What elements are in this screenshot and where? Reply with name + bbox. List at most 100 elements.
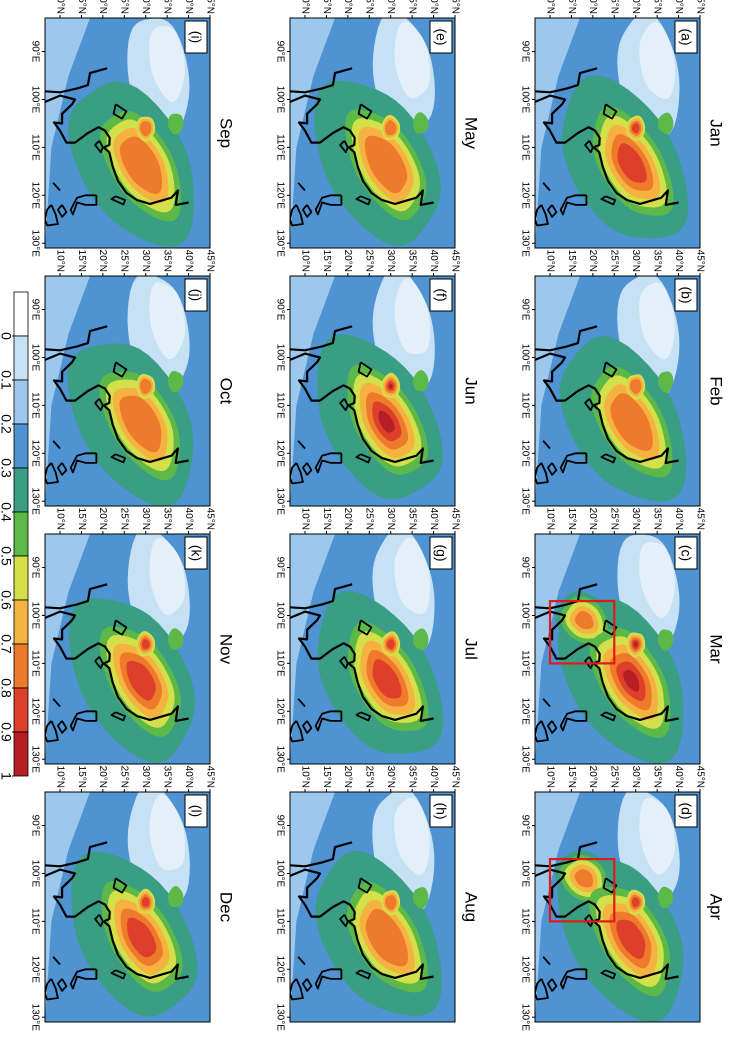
lat-tick-label: 40°N (428, 250, 439, 272)
coastline (535, 720, 549, 743)
lat-tick-label: 15°N (76, 250, 87, 272)
field-hotspot (385, 895, 397, 911)
lon-tick-label: 120°E (29, 698, 40, 726)
field-ocean (535, 534, 580, 764)
lon-tick-label: 100°E (29, 86, 40, 114)
coastline (45, 204, 59, 227)
month-title: Apr (707, 894, 726, 921)
coastline (290, 67, 353, 94)
lat-tick-label: 35°N (652, 508, 663, 530)
lon-tick-label: 120°E (519, 956, 530, 984)
coastline (45, 352, 189, 464)
map-frame (534, 791, 701, 1023)
panel-label-box (674, 20, 698, 54)
field-plateau-core (394, 278, 431, 354)
coastline (535, 67, 598, 94)
field-ocean (535, 18, 580, 248)
coastline (355, 711, 372, 722)
lon-tick-label: 120°E (29, 182, 40, 210)
lat-tick-label: 30°N (385, 766, 396, 788)
lon-tick-label: 110°E (519, 134, 530, 161)
coastline (314, 968, 343, 990)
map-frame (289, 275, 456, 507)
lat-tick-label: 10°N (54, 766, 65, 788)
map-frame (289, 533, 456, 765)
panel-label-box (184, 536, 208, 570)
coastline (110, 969, 126, 980)
lat-tick-label: 15°N (76, 766, 87, 788)
colorbar-box (13, 511, 29, 557)
colorbar-tick-label: 0.4 (0, 502, 14, 522)
lon-tick-label: 130°E (29, 746, 40, 774)
field-hotspot (388, 383, 393, 389)
coastline (45, 462, 59, 485)
lat-tick-label: 45°N (694, 766, 705, 788)
lat-tick-label: 35°N (162, 0, 173, 14)
month-title: Oct (217, 378, 236, 405)
field-ocean (290, 534, 335, 764)
month-title: Nov (217, 634, 236, 665)
lon-tick-label: 110°E (29, 650, 40, 677)
field-ocean (535, 276, 580, 506)
coastline (602, 103, 618, 120)
coastline (301, 462, 313, 476)
lat-tick-label: 10°N (544, 0, 555, 14)
panel-label: (d) (678, 802, 694, 819)
lon-tick-label: 120°E (29, 956, 40, 984)
lon-tick-label: 100°E (519, 860, 530, 888)
coastline (357, 103, 373, 120)
lat-tick-label: 35°N (652, 766, 663, 788)
coastline (297, 698, 306, 708)
panel-label-box (184, 20, 208, 54)
coastline (290, 352, 434, 464)
lat-tick-label: 25°N (364, 766, 375, 788)
field-hotspot-ring (168, 628, 184, 650)
field-hotspot (633, 641, 638, 647)
field-hotspot-ring (168, 113, 184, 135)
lon-tick-label: 90°E (29, 299, 40, 321)
field-hotspot-ring (658, 112, 674, 135)
lon-tick-label: 130°E (29, 230, 40, 258)
lat-tick-label: 35°N (652, 0, 663, 14)
lat-tick-label: 45°N (449, 766, 460, 788)
coastline (535, 325, 598, 352)
lat-tick-label: 15°N (566, 250, 577, 272)
lat-tick-label: 45°N (204, 766, 215, 788)
coastline (559, 452, 588, 474)
coastline (542, 182, 551, 192)
coastline (45, 94, 189, 206)
lat-tick-label: 20°N (587, 250, 598, 272)
coastline (584, 914, 594, 928)
coastline (57, 462, 68, 476)
coastline (535, 204, 549, 227)
field-hotspot (630, 379, 642, 395)
field-ocean (290, 276, 335, 506)
coastline (112, 103, 128, 120)
lat-tick-label: 45°N (204, 508, 215, 530)
month-title: Jun (462, 377, 481, 404)
colorbar-tick-label: 0.8 (0, 678, 14, 698)
lat-tick-label: 10°N (544, 508, 555, 530)
lon-tick-label: 110°E (519, 392, 530, 419)
coastline (357, 361, 373, 378)
lat-tick-label: 35°N (407, 766, 418, 788)
field-contour (365, 908, 408, 967)
map-frame (534, 275, 701, 507)
month-title: Aug (462, 892, 481, 922)
map-panel: Jul (g) 10°N 15°N 20°N 25°N 30°N 35°N 40°N 45°N 90… (274, 508, 480, 774)
map-frame (289, 791, 456, 1023)
coastline (290, 868, 434, 981)
map-field (45, 276, 210, 506)
lat-tick-label: 40°N (673, 0, 684, 14)
figure-body: Jan (a) 10°N 15°N 20°N 25°N 30°N 35°N 40°N 45°N 90… (0, 0, 726, 1031)
lon-tick-label: 130°E (29, 1004, 40, 1032)
lat-tick-label: 40°N (428, 0, 439, 14)
coastline (57, 204, 68, 218)
lat-tick-label: 40°N (183, 766, 194, 788)
lat-tick-label: 10°N (544, 766, 555, 788)
panel-label-box (674, 536, 698, 570)
colorbar-box (13, 379, 29, 425)
lon-tick-label: 100°E (519, 344, 530, 372)
panel-label: (f) (433, 288, 449, 301)
panel-label: (k) (188, 545, 204, 561)
